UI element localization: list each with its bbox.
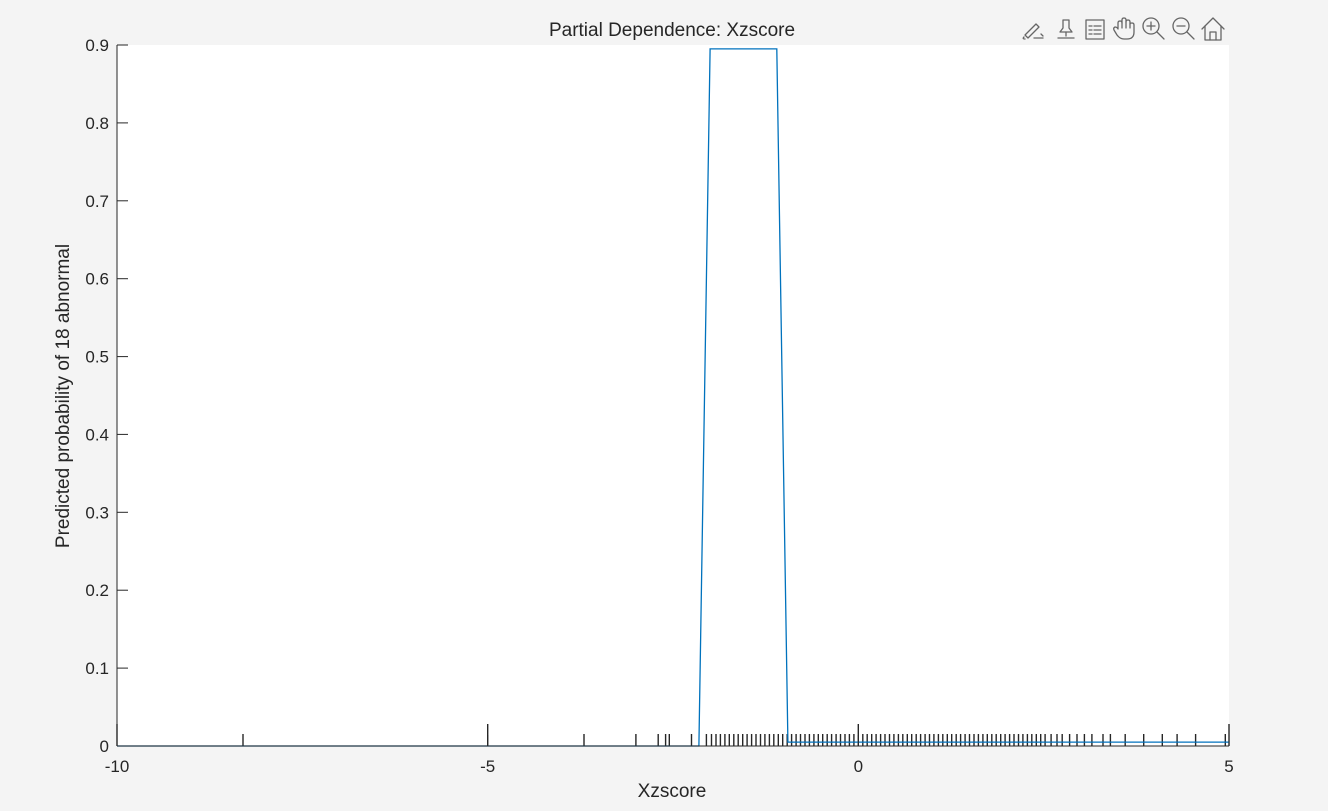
data-tips-icon[interactable] (1054, 17, 1078, 41)
x-axis-label: Xzscore (638, 781, 707, 802)
x-tick-label: 0 (854, 757, 863, 776)
y-tick-label: 0.9 (85, 36, 109, 55)
axes-toolbar (1021, 15, 1226, 42)
y-axis-label: Predicted probability of 18 abnormal (53, 244, 74, 548)
y-tick-label: 0.1 (85, 659, 109, 678)
zoom-out-icon[interactable] (1171, 16, 1197, 42)
home-icon[interactable] (1200, 16, 1226, 42)
x-tick-label: -5 (480, 757, 495, 776)
y-tick-label: 0.7 (85, 192, 109, 211)
plot-area[interactable] (117, 45, 1229, 746)
x-tick-label: -10 (105, 757, 130, 776)
tick-layer: 0 0.1 0.2 0.3 0.4 0.5 0.6 0.7 0.8 0.9 -10 -5 0 5 (85, 36, 1233, 776)
y-tick-label: 0 (100, 737, 109, 756)
zoom-in-icon[interactable] (1141, 16, 1167, 42)
pan-icon[interactable] (1111, 15, 1137, 41)
x-tick-label: 5 (1224, 757, 1233, 776)
chart-title: Partial Dependence: Xzscore (549, 20, 795, 41)
y-tick-label: 0.8 (85, 114, 109, 133)
y-tick-label: 0.4 (85, 425, 109, 444)
y-tick-label: 0.5 (85, 348, 109, 367)
y-tick-label: 0.6 (85, 270, 109, 289)
y-tick-label: 0.3 (85, 503, 109, 522)
y-tick-label: 0.2 (85, 581, 109, 600)
legend-icon[interactable] (1083, 17, 1107, 41)
brush-icon[interactable] (1021, 17, 1045, 41)
